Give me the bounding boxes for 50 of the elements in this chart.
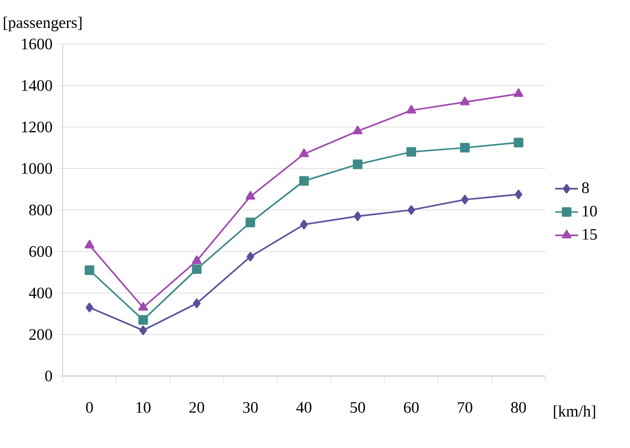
point	[246, 218, 256, 228]
point	[300, 220, 308, 230]
point	[514, 190, 522, 200]
y-tick-label: 600	[29, 246, 52, 257]
x-tick-label: 30	[243, 402, 258, 413]
x-tick-label: 80	[511, 402, 526, 413]
point	[246, 252, 254, 262]
point	[460, 142, 470, 153]
point	[514, 88, 524, 97]
y-tick-label: 1200	[22, 122, 52, 132]
point	[514, 138, 524, 148]
legend-label: 10	[582, 206, 597, 216]
point	[84, 265, 94, 275]
y-tick-label: 1000	[22, 163, 52, 174]
point	[246, 191, 256, 200]
x-tick-label: 70	[458, 402, 472, 413]
x-tick-label: 10	[136, 402, 150, 413]
point	[406, 104, 416, 114]
point	[192, 264, 202, 274]
x-tick-label: 20	[189, 402, 204, 413]
point	[461, 194, 469, 204]
y-tick-label: 0	[45, 370, 52, 382]
point	[192, 255, 202, 264]
point	[192, 298, 201, 308]
point	[138, 315, 148, 325]
point	[352, 160, 362, 170]
x-tick-label: 50	[350, 402, 366, 413]
point	[352, 126, 362, 134]
x-tick-label: 40	[296, 402, 312, 413]
point	[86, 302, 94, 312]
y-tick-label: 1400	[22, 80, 52, 91]
y-tick-label: 200	[29, 329, 52, 340]
point	[299, 176, 309, 186]
x-tick-label: 0	[86, 402, 93, 413]
point	[407, 205, 416, 215]
y-axis-title: [passengers]	[4, 16, 82, 32]
legend-label: 8	[582, 182, 589, 194]
x-tick-label: 60	[404, 402, 419, 413]
x-axis-title: [km/h]	[554, 405, 596, 419]
y-tick-label: 800	[29, 204, 52, 216]
point	[406, 147, 416, 157]
legend-label: 15	[582, 229, 597, 240]
point	[354, 211, 362, 222]
point	[138, 302, 148, 311]
y-tick-label: 1600	[22, 38, 52, 50]
point	[460, 96, 470, 106]
point	[84, 240, 94, 248]
y-tick-label: 400	[28, 288, 52, 298]
point	[299, 148, 309, 158]
point	[139, 326, 147, 336]
